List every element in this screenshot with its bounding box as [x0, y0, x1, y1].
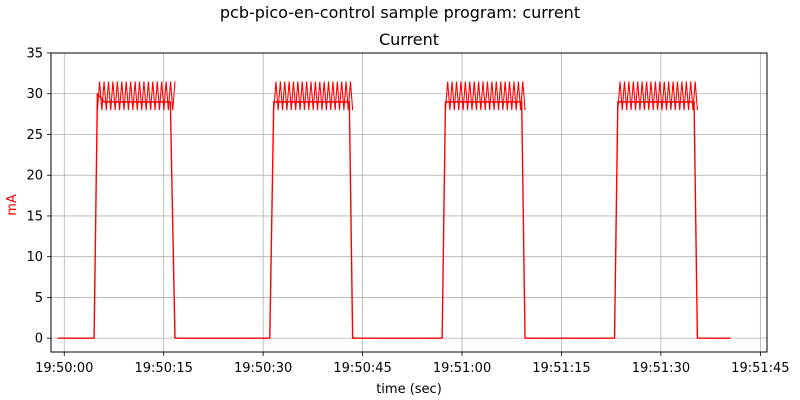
- plot-area-frame: [50, 52, 768, 353]
- x-tick-label: 19:50:00: [35, 361, 93, 376]
- chart-title: Current: [379, 30, 439, 49]
- series-burst: [273, 81, 354, 111]
- series-burst: [96, 81, 176, 111]
- y-axis-ticks: 0 5 10 15 20 25 30 35: [26, 47, 51, 347]
- y-tick-label: 20: [26, 169, 43, 184]
- x-tick-label: 19:50:30: [234, 361, 292, 376]
- y-tick-label: 10: [26, 250, 43, 265]
- x-tick-label: 19:51:15: [532, 361, 590, 376]
- x-tick-label: 19:50:15: [135, 361, 193, 376]
- series-burst: [617, 81, 698, 111]
- y-tick-label: 30: [26, 87, 43, 102]
- y-tick-label: 25: [26, 128, 43, 143]
- y-tick-label: 15: [26, 209, 43, 224]
- x-axis-ticks: 19:50:00 19:50:15 19:50:30 19:50:45 19:51:00…: [35, 352, 790, 376]
- x-tick-label: 19:50:45: [333, 361, 391, 376]
- y-tick-label: 5: [35, 291, 43, 306]
- series-burst: [444, 81, 526, 111]
- figure-suptitle: pcb-pico-en-control sample program: curr…: [220, 3, 580, 22]
- y-tick-label: 0: [35, 332, 43, 347]
- x-tick-label: 19:51:00: [433, 361, 491, 376]
- y-axis-label: mA: [5, 194, 20, 216]
- x-tick-label: 19:51:30: [632, 361, 690, 376]
- x-axis-label: time (sec): [376, 382, 442, 397]
- series-group: [57, 81, 731, 339]
- x-tick-label: 19:51:45: [731, 361, 789, 376]
- y-tick-label: 35: [26, 47, 43, 62]
